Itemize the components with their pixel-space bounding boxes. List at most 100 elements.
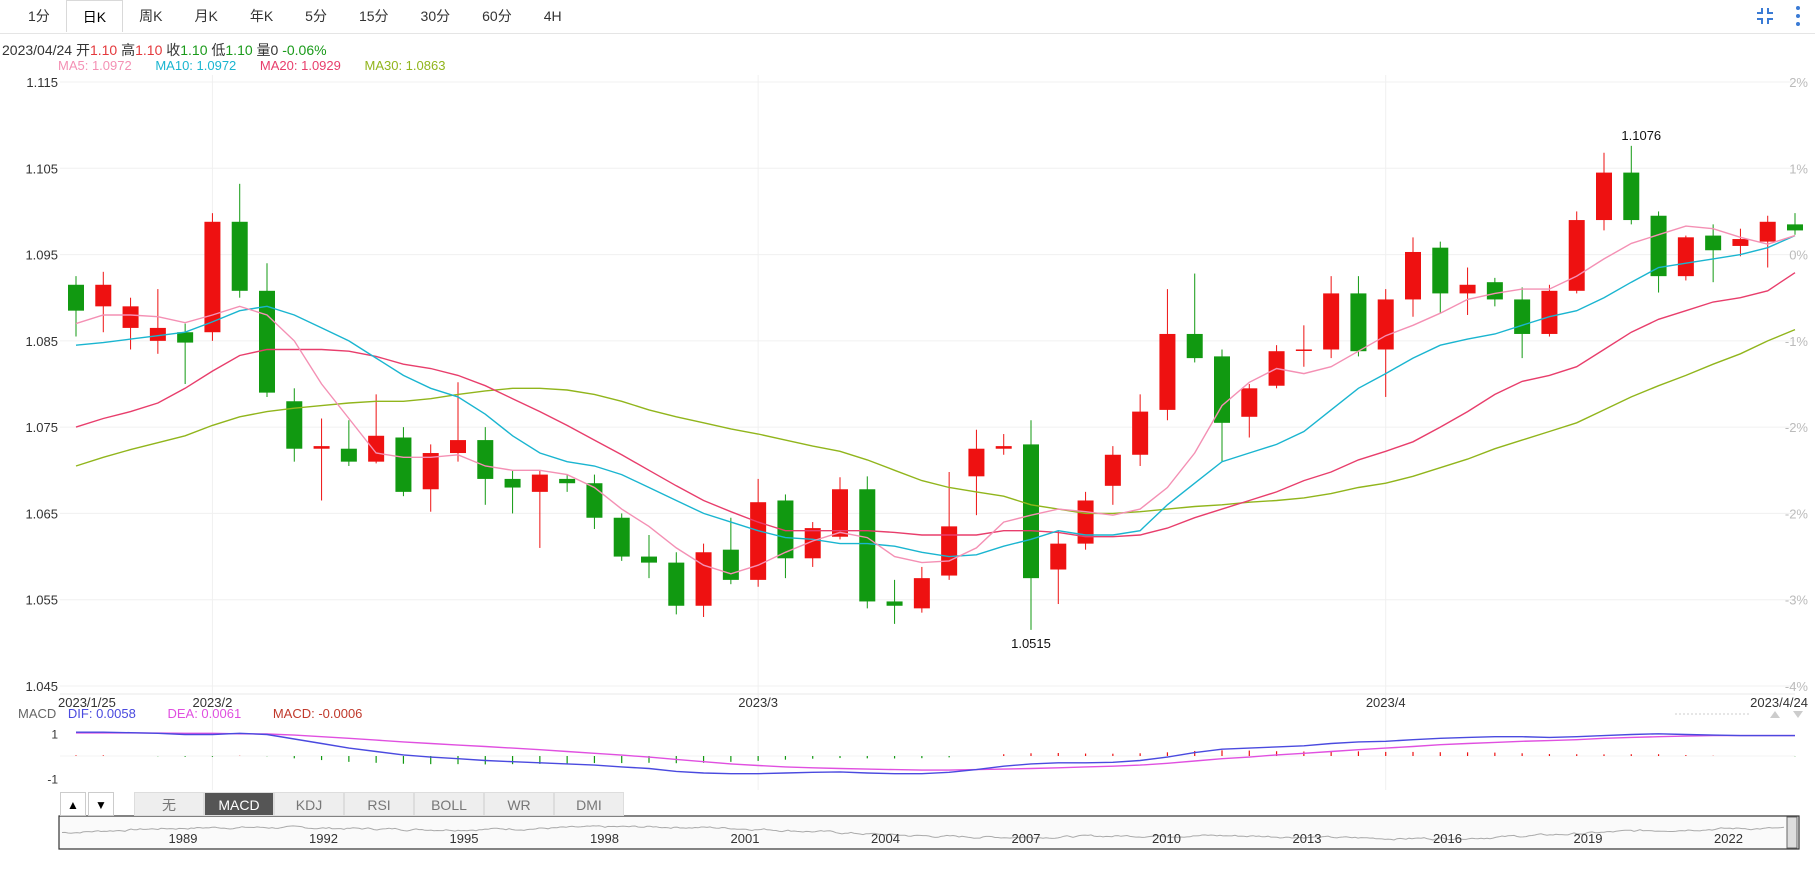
candle-body [1104, 454, 1121, 486]
candle-body [1677, 237, 1694, 277]
candle-body [286, 401, 303, 449]
navigator-year-label: 2010 [1152, 831, 1181, 846]
candle-body [1650, 215, 1667, 277]
tab-8[interactable]: 60分 [482, 8, 512, 24]
candle-body [586, 483, 603, 518]
arrow-down-button[interactable]: ▼ [88, 792, 114, 816]
info-vol: 0 [270, 42, 279, 58]
ma10-line [75, 234, 1796, 558]
pct-tick-label: -2% [1785, 420, 1809, 435]
candle-body [395, 437, 412, 492]
candle-body [1486, 282, 1503, 300]
shrink-icon[interactable] [1755, 6, 1775, 26]
pct-tick-label: -4% [1785, 679, 1809, 694]
candle-body [1759, 221, 1776, 242]
candle-body [1541, 290, 1558, 334]
pct-tick-label: 1% [1789, 161, 1808, 176]
candle-body [695, 552, 712, 606]
candle-body [613, 517, 630, 557]
macd-legend: MACD DIF: 0.0058 DEA: 0.0061 MACD: -0.00… [18, 706, 390, 721]
candle-body [722, 549, 739, 580]
y-tick-label: 1.085 [25, 334, 58, 349]
candle-body [1514, 299, 1531, 334]
indicator-tab-wr[interactable]: WR [484, 792, 554, 816]
candle-body [149, 327, 166, 341]
ma20-line [75, 272, 1796, 538]
tab-4[interactable]: 年K [249, 8, 274, 24]
dea-legend: DEA: 0.0061 [167, 706, 242, 721]
info-date: 2023/04/24 [2, 42, 73, 58]
indicator-tabs: 无 MACD KDJ RSI BOLL WR DMI [134, 792, 624, 816]
pct-tick-label: -1% [1785, 334, 1809, 349]
candle-body [122, 306, 139, 328]
tab-6[interactable]: 15分 [358, 8, 389, 24]
navigator-year-label: 2004 [871, 831, 900, 846]
y-tick-label: 1.095 [25, 248, 58, 263]
candle-body [204, 221, 221, 333]
period-toolbar: 1分 日K 周K 月K 年K 5分 15分 30分 60分 4H [0, 0, 1815, 34]
tab-9[interactable]: 4H [543, 8, 562, 24]
more-vertical-icon[interactable] [1795, 5, 1801, 27]
candle-body [1787, 224, 1803, 231]
indicator-tab-boll[interactable]: BOLL [414, 792, 484, 816]
y-tick-label: 1.075 [25, 420, 58, 435]
macd-tick-label: -1 [47, 773, 58, 787]
candle-body [886, 601, 903, 606]
candle-body [668, 562, 685, 606]
dif-legend: DIF: 0.0058 [67, 706, 136, 721]
tab-0[interactable]: 1分 [28, 8, 50, 24]
candle-body [340, 448, 357, 462]
candle-body [1077, 500, 1094, 544]
ma5-legend: MA5: 1.0972 [58, 58, 132, 73]
candle-body [1241, 388, 1258, 417]
candle-body [832, 489, 848, 537]
info-change: -0.06% [282, 42, 327, 58]
candle-body [259, 290, 275, 393]
navigator-year-label: 2019 [1574, 831, 1603, 846]
candle-body [559, 478, 576, 484]
navigator-handle [1786, 816, 1798, 849]
navigator-year-label: 2013 [1293, 831, 1322, 846]
tab-2[interactable]: 周K [139, 8, 163, 24]
period-tabs: 1分 日K 周K 月K 年K 5分 15分 30分 60分 4H [12, 0, 578, 33]
candle-body [1459, 284, 1476, 294]
info-low-label: 低 [211, 42, 226, 58]
candle-body [1377, 299, 1394, 350]
ma10-legend: MA10: 1.0972 [155, 58, 237, 73]
candle-body [477, 440, 494, 479]
candle-body [1732, 239, 1749, 246]
candle-body [1596, 172, 1612, 221]
indicator-tab-dmi[interactable]: DMI [554, 792, 624, 816]
indicator-tab-kdj[interactable]: KDJ [274, 792, 344, 816]
navigator-year-label: 1998 [590, 831, 619, 846]
candle-body [777, 500, 794, 559]
tab-7[interactable]: 30分 [420, 8, 451, 24]
ma30-legend: MA30: 1.0863 [364, 58, 446, 73]
x-axis-label: 2023/4 [1366, 695, 1406, 710]
candle-body [750, 502, 767, 580]
arrow-up-button[interactable]: ▲ [60, 792, 86, 816]
navigator-year-label: 1989 [169, 831, 198, 846]
tab-3[interactable]: 月K [194, 8, 218, 24]
tab-1[interactable]: 日K [65, 0, 124, 32]
tab-5[interactable]: 5分 [305, 8, 327, 24]
info-open: 1.10 [89, 42, 118, 58]
navigator-year-label: 1995 [450, 831, 479, 846]
navigator-frame [58, 815, 1800, 850]
candle-body [1705, 235, 1722, 251]
candle-body [1132, 411, 1149, 455]
indicator-tab-无[interactable]: 无 [134, 792, 204, 816]
candle-body [1405, 251, 1421, 300]
indicator-tab-macd[interactable]: MACD [204, 792, 274, 816]
navigator-year-label: 2001 [731, 831, 760, 846]
candle-body [422, 453, 439, 490]
pct-tick-label: 2% [1789, 75, 1808, 90]
y-tick-label: 1.105 [25, 161, 58, 176]
indicator-tab-rsi[interactable]: RSI [344, 792, 414, 816]
info-close-label: 收 [166, 42, 181, 58]
macd-tick-label: 1 [51, 727, 58, 741]
indicator-bar: ▲ ▼ 无 MACD KDJ RSI BOLL WR DMI [60, 792, 624, 816]
candle-body [968, 448, 985, 477]
info-close: 1.10 [180, 42, 208, 58]
